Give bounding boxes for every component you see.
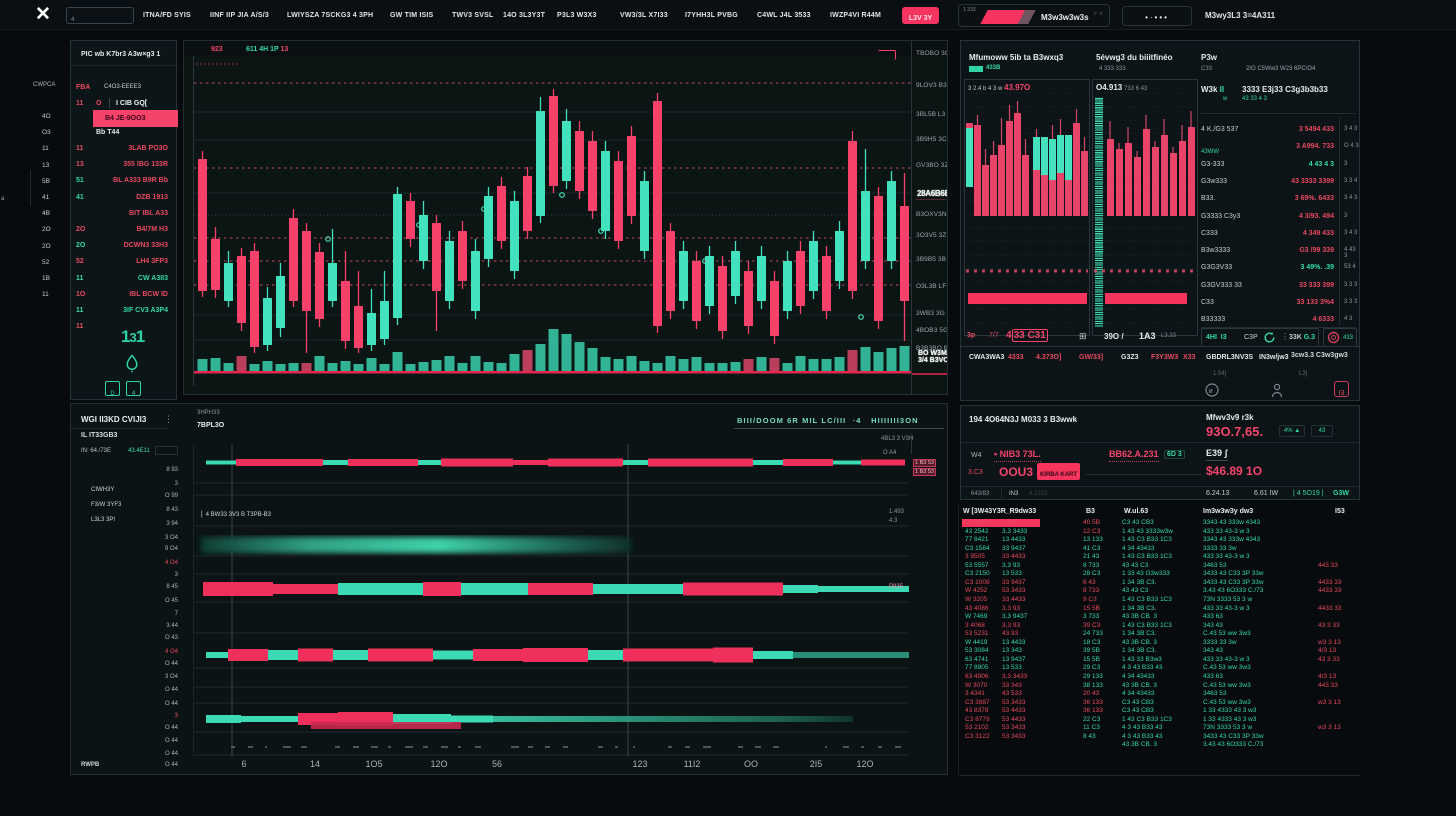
svg-text:ø: ø <box>1209 388 1214 395</box>
svg-text:⎢ 4 BW33 3V3 B T3PB-B3: ⎢ 4 BW33 3V3 B T3PB-B3 <box>201 510 272 518</box>
